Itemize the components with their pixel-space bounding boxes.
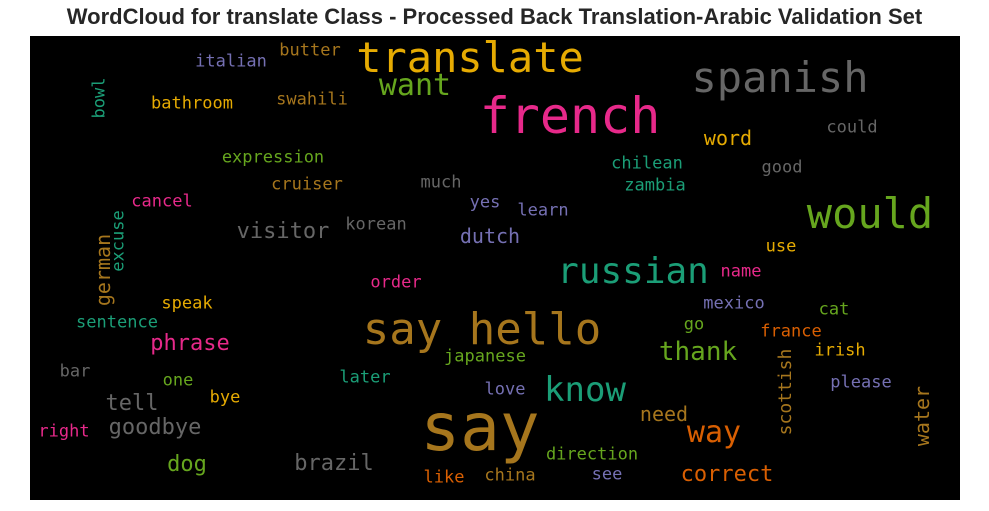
word-correct: correct	[680, 462, 774, 487]
word-good: good	[761, 157, 803, 178]
word-learn: learn	[517, 200, 569, 221]
word-translate: translate	[356, 36, 584, 82]
word-later: later	[339, 367, 391, 388]
word-butter: butter	[279, 40, 341, 61]
word-use: use	[765, 236, 797, 257]
word-tell: tell	[105, 391, 159, 416]
word-expression: expression	[221, 147, 325, 168]
word-say-hello: say hello	[362, 304, 602, 355]
word-order: order	[370, 272, 422, 293]
word-spanish: spanish	[691, 53, 869, 102]
word-please: please	[830, 372, 892, 393]
word-goodbye: goodbye	[108, 415, 202, 440]
word-say: say	[420, 389, 540, 466]
word-direction: direction	[545, 444, 639, 465]
word-dog: dog	[167, 452, 207, 477]
word-excuse: excuse	[108, 210, 129, 272]
word-brazil: brazil	[294, 451, 374, 476]
word-italian: italian	[195, 51, 267, 72]
word-go: go	[683, 314, 705, 335]
word-love: love	[484, 379, 526, 400]
word-dutch: dutch	[459, 224, 521, 248]
word-swahili: swahili	[276, 89, 348, 110]
word-japanese: japanese	[444, 346, 526, 367]
word-bowl: bowl	[89, 77, 110, 119]
chart-title: WordCloud for translate Class - Processe…	[66, 4, 923, 29]
word-name: name	[720, 261, 762, 282]
word-thank: thank	[658, 337, 738, 367]
word-china: china	[484, 465, 536, 486]
word-yes: yes	[469, 192, 501, 213]
word-france: france	[760, 321, 822, 342]
word-one: one	[162, 370, 194, 391]
word-word: word	[703, 126, 753, 150]
word-speak: speak	[161, 293, 213, 314]
word-chilean: chilean	[611, 153, 683, 174]
word-much: much	[420, 172, 462, 193]
word-right: right	[38, 421, 90, 442]
word-could: could	[826, 117, 878, 138]
word-like: like	[423, 467, 465, 488]
word-cruiser: cruiser	[271, 174, 343, 195]
word-sentence: sentence	[76, 312, 158, 333]
word-cancel: cancel	[131, 191, 193, 212]
word-scottish: scottish	[775, 348, 796, 436]
word-phrase: phrase	[150, 331, 230, 356]
word-way: way	[686, 415, 742, 450]
word-bar: bar	[59, 361, 91, 382]
word-mexico: mexico	[703, 293, 765, 314]
word-water: water	[910, 385, 934, 447]
word-visitor: visitor	[236, 219, 330, 244]
word-korean: korean	[345, 214, 407, 235]
word-need: need	[639, 402, 689, 426]
word-cat: cat	[818, 299, 850, 320]
word-bye: bye	[209, 387, 241, 408]
wordcloud-canvas: say translate french spanish say hello would r…	[30, 36, 960, 500]
word-french: french	[479, 87, 661, 145]
word-russian: russian	[557, 251, 709, 292]
word-see: see	[591, 464, 623, 485]
word-know: know	[544, 370, 626, 410]
word-bathroom: bathroom	[151, 93, 233, 114]
word-would: would	[806, 189, 934, 238]
word-zambia: zambia	[624, 175, 686, 196]
word-irish: irish	[814, 340, 866, 361]
word-want: want	[378, 68, 452, 103]
